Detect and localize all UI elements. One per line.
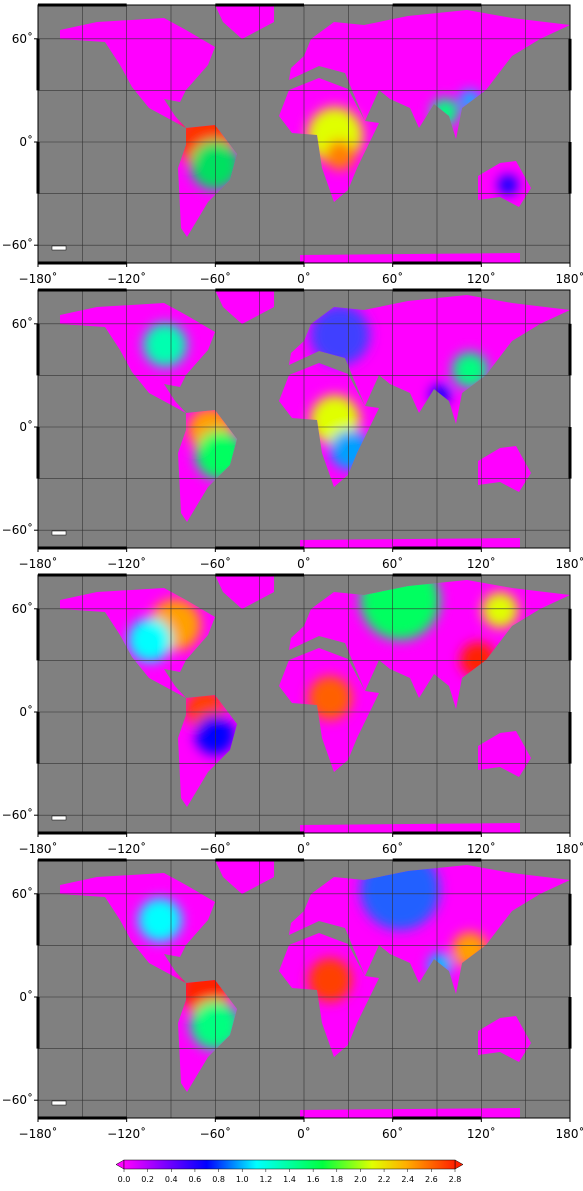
panels: −180˚ −120˚ −60˚ 0˚ 60˚ 120˚ 180˚60˚0˚−60˚−180…	[2, 3, 583, 1141]
value-patch	[190, 1000, 240, 1050]
value-patch	[143, 323, 187, 367]
x-tick-label: 120˚	[467, 841, 496, 856]
x-tick-label: 0˚	[297, 271, 311, 286]
x-tick-label: −120˚	[107, 556, 146, 571]
x-tick-label: −120˚	[107, 841, 146, 856]
x-tick-label: 180˚	[556, 271, 583, 286]
x-tick-label: −120˚	[107, 1126, 146, 1141]
colorbar-high	[454, 1159, 464, 1170]
scale-note	[51, 1100, 67, 1106]
x-tick-label: 0˚	[297, 1126, 311, 1141]
y-tick-label: 0˚	[19, 704, 33, 719]
y-tick-label: 60˚	[12, 886, 33, 901]
y-tick-label: −60˚	[2, 522, 33, 537]
colorbar-tick-label: 0.0	[118, 1175, 131, 1184]
y-tick-label: 60˚	[12, 316, 33, 331]
value-patch	[308, 958, 352, 1002]
map-panel: −180˚ −120˚ −60˚ 0˚ 60˚ 120˚ 180˚ 60˚ 0˚ −60˚	[2, 3, 583, 286]
colorbar-tick-label: 0.8	[212, 1175, 225, 1184]
value-patch	[128, 618, 172, 662]
colorbar-tick-label: 1.4	[283, 1175, 296, 1184]
y-tick-label: −60˚	[2, 1092, 33, 1107]
value-patch	[360, 574, 440, 640]
value-patch	[325, 140, 355, 170]
x-tick-label: −60˚	[200, 271, 231, 286]
y-tick-label: 0˚	[19, 134, 33, 149]
colorbar-tick-label: 2.2	[378, 1175, 391, 1184]
x-tick-label: −180˚	[19, 271, 58, 286]
scale-note	[51, 530, 67, 536]
colorbar-tick-label: 1.2	[259, 1175, 272, 1184]
colorbar-tick-label: 2.8	[449, 1175, 462, 1184]
x-tick-label: −60˚	[200, 1126, 231, 1141]
x-tick-label: 180˚	[556, 1126, 583, 1141]
y-tick-label: 60˚	[12, 31, 33, 46]
colorbar-tick-label: 2.6	[425, 1175, 438, 1184]
x-tick-label: −120˚	[107, 271, 146, 286]
colorbar-tick-label: 1.8	[330, 1175, 343, 1184]
x-tick-label: 60˚	[382, 271, 403, 286]
x-tick-label: −180˚	[19, 841, 58, 856]
scale-note	[51, 245, 67, 251]
colorbar-tick-label: 0.6	[189, 1175, 202, 1184]
colorbar-tick-label: 0.2	[141, 1175, 154, 1184]
map-panel: −180˚ −120˚ −60˚ 0˚ 60˚ 120˚ 180˚ 60˚ 0˚ −60˚	[2, 288, 583, 571]
value-patch	[138, 898, 182, 942]
x-tick-label: 120˚	[467, 271, 496, 286]
x-tick-label: 180˚	[556, 841, 583, 856]
value-patch	[482, 592, 518, 628]
x-tick-label: −180˚	[19, 556, 58, 571]
value-patch	[195, 715, 235, 755]
y-tick-label: 0˚	[19, 419, 33, 434]
x-tick-label: −60˚	[200, 841, 231, 856]
y-tick-label: 0˚	[19, 989, 33, 1004]
map-panel: −180˚ −120˚ −60˚ 0˚ 60˚ 120˚ 180˚ 60˚ 0˚ −60˚	[2, 573, 583, 856]
value-patch	[190, 140, 240, 190]
colorbar-tick-label: 0.4	[165, 1175, 178, 1184]
y-tick-label: 60˚	[12, 601, 33, 616]
x-tick-label: 60˚	[382, 841, 403, 856]
colorbar-tick-label: 2.4	[401, 1175, 414, 1184]
x-tick-label: 120˚	[467, 1126, 496, 1141]
x-tick-label: 0˚	[297, 556, 311, 571]
y-tick-label: −60˚	[2, 807, 33, 822]
y-tick-label: −60˚	[2, 237, 33, 252]
value-patch	[452, 352, 488, 388]
colorbar-low	[115, 1159, 125, 1170]
colorbar-scale	[123, 1159, 456, 1170]
value-patch	[498, 175, 518, 195]
colorbar-tick-label: 1.6	[307, 1175, 320, 1184]
x-tick-label: 60˚	[382, 556, 403, 571]
colorbar-tick-label: 2.0	[354, 1175, 367, 1184]
value-patch	[308, 676, 352, 720]
x-tick-label: 120˚	[467, 556, 496, 571]
x-tick-label: 180˚	[556, 556, 583, 571]
value-patch	[310, 305, 370, 365]
x-tick-label: −60˚	[200, 556, 231, 571]
x-tick-label: 0˚	[297, 841, 311, 856]
map-panel: −180˚ −120˚ −60˚ 0˚ 60˚ 120˚ 180˚ 60˚ 0˚ −60˚	[2, 858, 583, 1141]
x-tick-label: 60˚	[382, 1126, 403, 1141]
colorbar-tick-label: 1.0	[236, 1175, 249, 1184]
colorbar: 0.0 0.2 0.4 0.6 0.8 1.0 1.2 1.4 1.6 1.8 2.0 2.2 2.4 2…	[115, 1159, 464, 1184]
x-tick-label: −180˚	[19, 1126, 58, 1141]
scale-note	[51, 815, 67, 821]
